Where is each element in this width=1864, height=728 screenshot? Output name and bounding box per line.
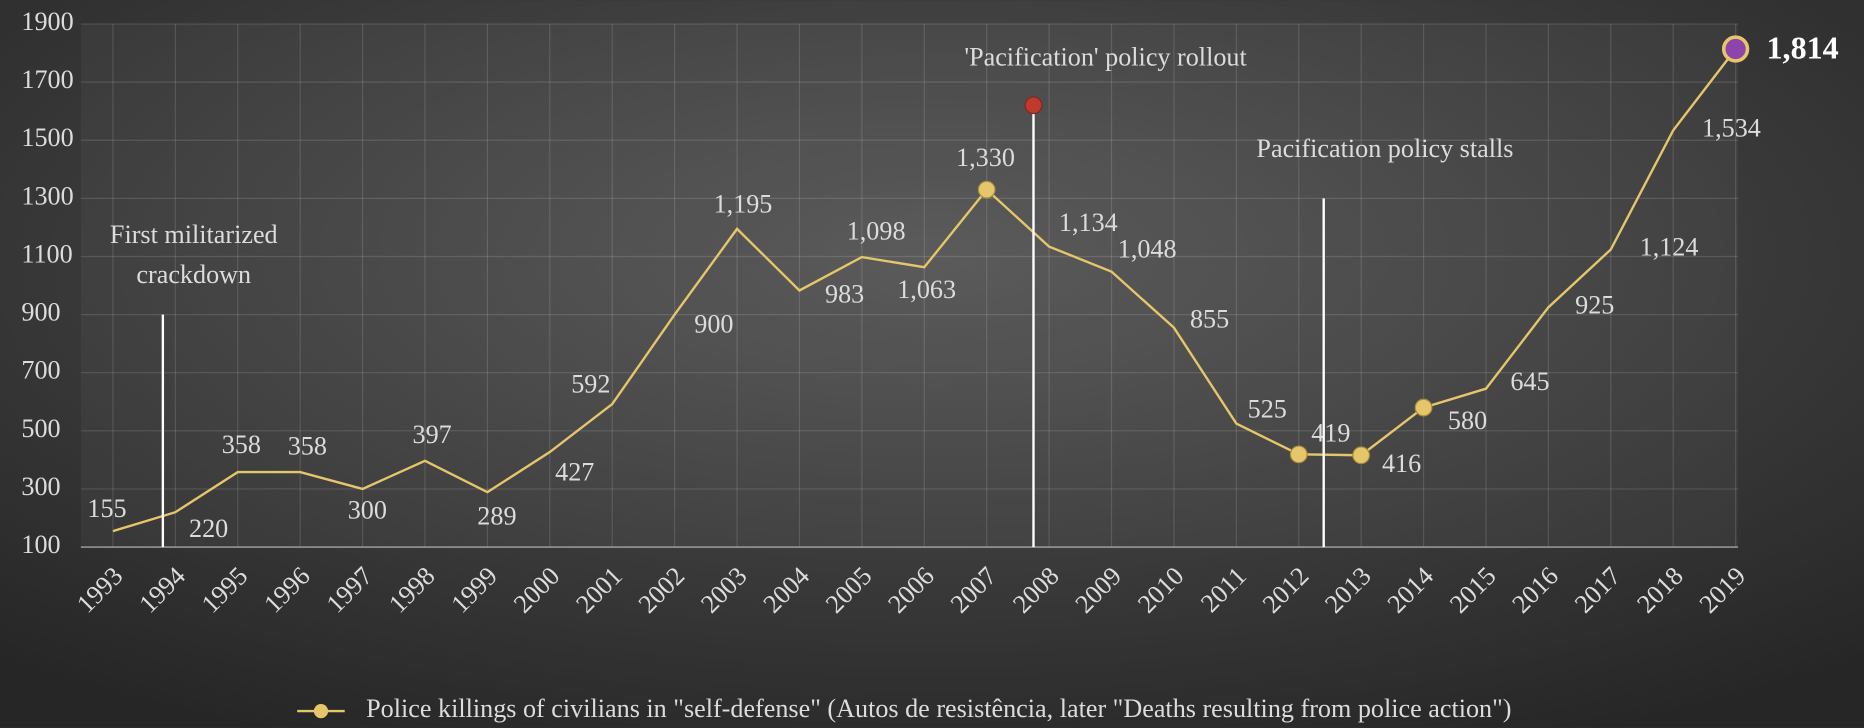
data-label: 925: [1575, 290, 1614, 319]
legend-marker: [313, 703, 329, 719]
point-marker: [1414, 398, 1433, 417]
annotation-text: 'Pacification' policy rollout: [964, 43, 1247, 72]
legend-label: Police killings of civilians in "self-de…: [366, 694, 1511, 723]
y-tick-label: 1900: [21, 7, 73, 36]
data-label: 416: [1382, 449, 1421, 478]
data-label: 525: [1248, 395, 1287, 424]
data-label: 419: [1311, 418, 1350, 447]
data-label: 300: [348, 496, 387, 525]
y-tick-label: 700: [21, 356, 60, 385]
y-tick-label: 1100: [21, 239, 72, 268]
annotation-text: Pacification policy stalls: [1256, 134, 1513, 163]
data-label: 1,134: [1059, 208, 1118, 237]
highlight-marker: [1721, 35, 1750, 63]
line: [112, 48, 1737, 533]
annotation-text: crackdown: [136, 260, 251, 289]
data-label: 1,534: [1702, 113, 1761, 142]
data-label: 1,330: [956, 143, 1015, 172]
annotation-marker: [1024, 96, 1043, 115]
plot-area: [80, 24, 1738, 548]
data-label: 983: [825, 279, 864, 308]
y-tick-label: 1500: [21, 123, 73, 152]
data-label: 1,098: [847, 216, 906, 245]
point-marker: [977, 180, 996, 199]
y-tick-label: 300: [21, 472, 60, 501]
y-tick-label: 900: [21, 298, 60, 327]
data-label: 645: [1510, 367, 1549, 396]
data-label: 358: [288, 431, 327, 460]
data-label: 397: [413, 420, 452, 449]
y-tick-label: 100: [21, 530, 60, 559]
data-label: 855: [1190, 305, 1229, 334]
data-label: 1,814: [1767, 30, 1839, 66]
data-label: 220: [189, 514, 228, 543]
data-label: 1,048: [1118, 234, 1177, 263]
data-label: 592: [571, 369, 610, 398]
y-tick-label: 1700: [21, 65, 73, 94]
annotation-text: First militarized: [110, 220, 278, 249]
point-marker: [1352, 446, 1371, 465]
data-label: 289: [477, 501, 516, 530]
data-label: 900: [694, 309, 733, 338]
data-label: 358: [222, 430, 261, 459]
data-label: 580: [1448, 406, 1487, 435]
data-label: 427: [555, 458, 594, 487]
point-marker: [1289, 445, 1308, 464]
data-label: 1,063: [897, 275, 956, 304]
data-label: 1,124: [1640, 233, 1699, 262]
data-label: 1,195: [714, 189, 773, 218]
data-label: 155: [87, 494, 126, 523]
y-tick-label: 500: [21, 414, 60, 443]
y-tick-label: 1300: [21, 181, 73, 210]
